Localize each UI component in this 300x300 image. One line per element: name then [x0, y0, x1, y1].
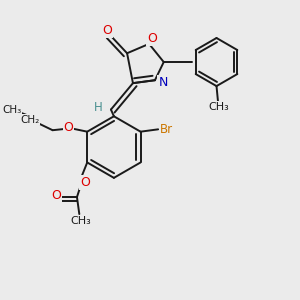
- Text: O: O: [51, 189, 61, 203]
- Text: O: O: [64, 121, 74, 134]
- Text: CH₂: CH₂: [20, 115, 39, 125]
- Text: O: O: [80, 176, 90, 189]
- Text: CH₃: CH₃: [208, 102, 229, 112]
- Text: CH₃: CH₃: [70, 215, 91, 226]
- Text: H: H: [94, 101, 103, 114]
- Text: CH₃: CH₃: [2, 105, 21, 115]
- Text: O: O: [102, 24, 112, 37]
- Text: O: O: [147, 32, 157, 45]
- Text: N: N: [158, 76, 168, 89]
- Text: Br: Br: [160, 123, 173, 136]
